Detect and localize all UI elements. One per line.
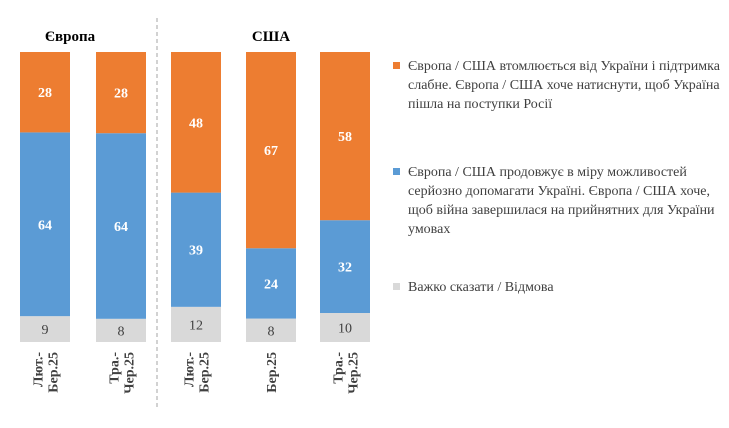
bar-segment-orange-0 [20, 52, 70, 133]
category-label-line-2-0: Лют.- [183, 352, 198, 387]
data-label-orange-3: 67 [264, 144, 278, 159]
bar-segment-blue-3 [246, 248, 296, 319]
legend-item-orange: Європа / США втомлюється від України і п… [393, 57, 723, 114]
category-label-4: Тра.- Чер.25 [332, 352, 362, 394]
category-label-0: Лют.- Бер.25 [32, 352, 62, 393]
legend-swatch-blue [393, 168, 400, 175]
legend-item-blue: Європа / США продовжує в міру можливосте… [393, 163, 723, 239]
category-label-line-3-0: Бер.25 [265, 352, 280, 393]
bar-segment-gray-1 [96, 318, 146, 342]
category-label-2: Лют.- Бер.25 [183, 352, 213, 393]
data-label-gray-0: 9 [42, 323, 49, 338]
legend-label-blue: Європа / США продовжує в міру можливосте… [408, 165, 715, 237]
bar-segment-orange-4 [320, 52, 370, 221]
data-label-gray-4: 10 [338, 322, 352, 337]
data-label-gray-2: 12 [189, 318, 203, 333]
category-label-1: Тра.- Чер.25 [108, 352, 138, 394]
data-label-gray-3: 8 [268, 324, 275, 339]
legend-label-orange: Європа / США втомлюється від України і п… [408, 59, 720, 112]
legend-label-gray: Важко сказати / Відмова [408, 280, 554, 295]
data-label-gray-1: 8 [118, 324, 125, 339]
category-label-line-1-1: Чер.25 [123, 352, 138, 394]
data-label-orange-2: 48 [189, 116, 203, 131]
data-label-orange-4: 58 [338, 130, 352, 145]
data-label-blue-4: 32 [338, 261, 352, 276]
category-label-line-1-0: Тра.- [108, 352, 123, 384]
bar-segment-orange-3 [246, 52, 296, 249]
bar-segment-gray-0 [20, 316, 70, 342]
group-title-1: США [252, 29, 290, 45]
bar-segment-gray-2 [171, 306, 221, 342]
legend-swatch-gray [393, 283, 400, 290]
bar-segment-blue-0 [20, 132, 70, 317]
bar-segment-gray-3 [246, 318, 296, 342]
group-title-0: Європа [45, 29, 96, 45]
bar-segment-blue-2 [171, 192, 221, 307]
data-label-blue-2: 39 [189, 244, 203, 259]
category-label-line-2-1: Бер.25 [198, 352, 213, 393]
bar-segment-orange-2 [171, 52, 221, 193]
data-label-blue-1: 64 [114, 220, 128, 235]
bar-segment-blue-4 [320, 220, 370, 313]
category-label-line-0-1: Бер.25 [47, 352, 62, 393]
category-label-3: Бер.25 [265, 352, 280, 393]
legend-item-gray: Важко сказати / Відмова [393, 278, 723, 297]
bar-segment-gray-4 [320, 313, 370, 342]
legend-swatch-orange [393, 62, 400, 69]
data-label-orange-1: 28 [114, 87, 128, 102]
bar-segment-orange-1 [96, 52, 146, 134]
bar-segment-blue-1 [96, 133, 146, 319]
data-label-orange-0: 28 [38, 86, 52, 101]
category-label-line-4-0: Тра.- [332, 352, 347, 384]
data-label-blue-0: 64 [38, 218, 52, 233]
category-label-line-0-0: Лют.- [32, 352, 47, 387]
data-label-blue-3: 24 [264, 277, 278, 292]
category-label-line-4-1: Чер.25 [347, 352, 362, 394]
